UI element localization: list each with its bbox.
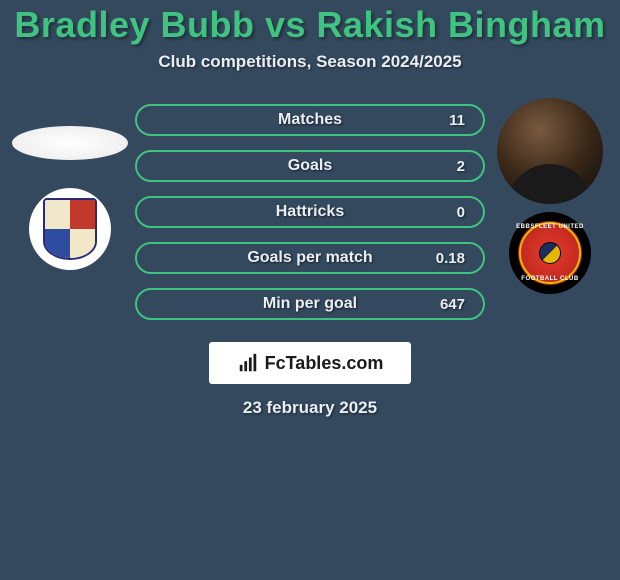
stat-bar-hattricks: Hattricks 0 [135, 196, 485, 228]
footer: FcTables.com 23 february 2025 [0, 342, 620, 418]
club-crest-left [29, 188, 111, 270]
footer-date: 23 february 2025 [243, 398, 377, 418]
stat-value-right: 0.18 [436, 250, 465, 267]
ball-icon [539, 242, 561, 264]
brand-text: FcTables.com [265, 353, 384, 374]
left-player-column [15, 98, 125, 270]
chart-icon [237, 352, 259, 374]
page-title: Bradley Bubb vs Rakish Bingham [0, 4, 620, 46]
stat-value-right: 0 [457, 204, 465, 221]
stats-column: Matches 11 Goals 2 Hattricks 0 Goals per… [135, 98, 485, 320]
main-row: Matches 11 Goals 2 Hattricks 0 Goals per… [0, 98, 620, 320]
comparison-card: Bradley Bubb vs Rakish Bingham Club comp… [0, 0, 620, 418]
stat-label: Min per goal [155, 295, 465, 313]
stat-bar-min-per-goal: Min per goal 647 [135, 288, 485, 320]
stat-bar-goals: Goals 2 [135, 150, 485, 182]
stat-bar-goals-per-match: Goals per match 0.18 [135, 242, 485, 274]
club-crest-right: EBBSFLEET UNITED FOOTBALL CLUB [509, 212, 591, 294]
player-photo-left [12, 126, 128, 160]
crest-text-bottom: FOOTBALL CLUB [513, 276, 587, 282]
stat-label: Matches [155, 111, 465, 129]
crest-text-top: EBBSFLEET UNITED [513, 224, 587, 230]
right-player-column: EBBSFLEET UNITED FOOTBALL CLUB [495, 98, 605, 294]
stat-label: Goals [155, 157, 465, 175]
subtitle: Club competitions, Season 2024/2025 [0, 52, 620, 72]
stat-value-right: 647 [440, 296, 465, 313]
brand-logo: FcTables.com [209, 342, 412, 384]
stat-value-right: 2 [457, 158, 465, 175]
stat-label: Hattricks [155, 203, 465, 221]
stat-bar-matches: Matches 11 [135, 104, 485, 136]
player-photo-right [497, 98, 603, 204]
stat-value-right: 11 [449, 112, 465, 129]
shield-icon [43, 198, 97, 260]
stat-label: Goals per match [155, 249, 465, 267]
